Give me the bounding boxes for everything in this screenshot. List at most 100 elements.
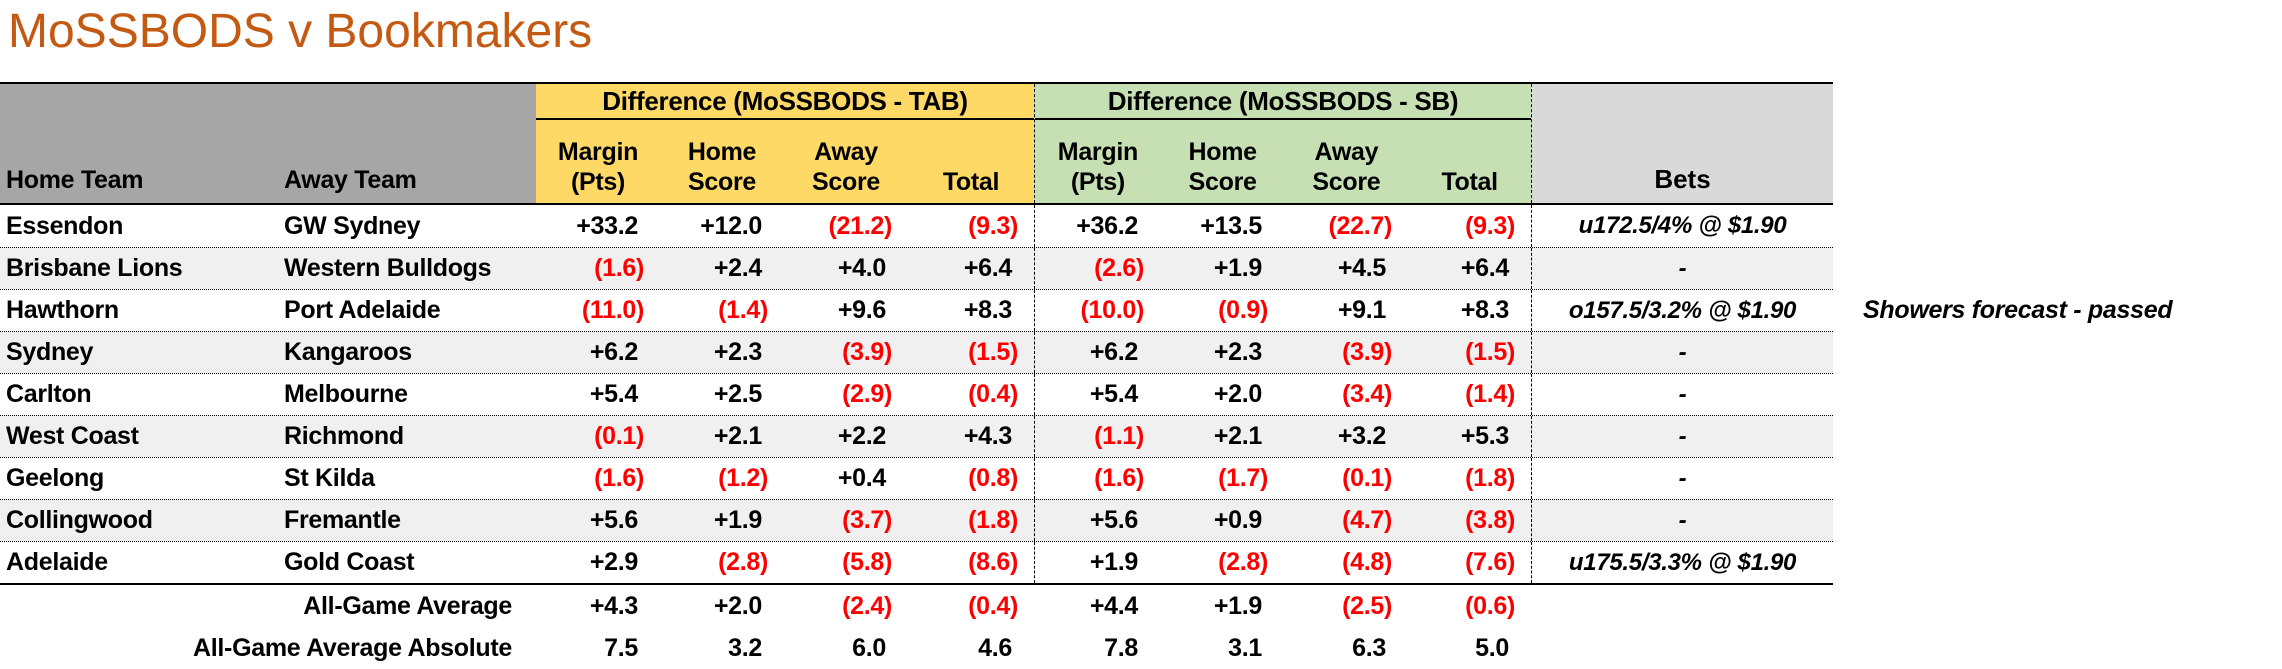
table-row-cells: Adelaide Gold Coast +2.9 (2.8) (5.8) (8.6) +1.… — [0, 541, 1833, 583]
away-team-cell: Kangaroos — [284, 338, 412, 366]
summary-row-label: All-Game Average — [303, 591, 512, 620]
sb-total-cell: (9.3) — [1465, 211, 1515, 240]
difference-sb-group: Difference (MoSSBODS - SB) Margin (Pts) … — [1034, 84, 1531, 203]
sb-margin-cell: (2.6) — [1034, 248, 1160, 289]
bet-cell: u172.5/4% @ $1.90 — [1531, 205, 1833, 247]
tab-margin-cell: (1.6) — [594, 464, 644, 492]
row-annotation — [1833, 205, 2282, 247]
summary-tab-margin-cell: +4.3 — [589, 591, 638, 620]
tab-away-label-line1: Away — [814, 138, 878, 166]
tab-away-score-column-header: Away Score — [784, 120, 908, 203]
tab-home-score-cell: +1.9 — [713, 506, 762, 534]
sb-home-label-line2: Score — [1188, 168, 1257, 196]
tab-home-score-cell: +2.3 — [713, 338, 762, 366]
sb-away-score-cell: +9.1 — [1337, 296, 1386, 324]
sb-away-score-cell: (0.1) — [1342, 464, 1392, 492]
summary-sb-total-cell: 5.0 — [1475, 633, 1509, 662]
bets-column-header: Bets — [1531, 84, 1833, 203]
tab-away-score-cell: +9.6 — [837, 296, 886, 324]
sb-away-score-cell: (4.7) — [1342, 506, 1392, 534]
sb-away-label-line2: Score — [1312, 168, 1381, 196]
table-row: Geelong St Kilda (1.6) (1.2) +0.4 (0.8) (1.6) (… — [0, 457, 2282, 499]
tab-home-score-cell: (1.2) — [718, 464, 768, 492]
sb-margin-cell: +36.2 — [1034, 205, 1160, 247]
row-annotation — [1833, 457, 2282, 499]
team-columns-header: Home Team Away Team — [0, 84, 536, 203]
tab-home-score-cell: (1.4) — [718, 296, 768, 324]
tab-total-cell: +6.4 — [963, 254, 1012, 282]
sb-home-score-cell: (2.8) — [1218, 548, 1268, 576]
summary-tab-away-score-cell: (2.4) — [842, 591, 892, 620]
table-row: Hawthorn Port Adelaide (11.0) (1.4) +9.6 +8.3… — [0, 289, 2282, 331]
tab-total-cell: +8.3 — [963, 296, 1012, 324]
away-team-cell: Port Adelaide — [284, 296, 441, 324]
results-table: Home Team Away Team Difference (MoSSBODS… — [0, 82, 2282, 669]
row-annotation — [1833, 247, 2282, 289]
tab-home-score-cell: +2.1 — [713, 422, 762, 450]
bet-cell: o157.5/3.2% @ $1.90 — [1531, 290, 1833, 331]
sb-home-score-cell: +2.3 — [1213, 338, 1262, 366]
sb-away-score-cell: (22.7) — [1328, 211, 1392, 240]
sb-margin-label-line2: (Pts) — [1070, 168, 1125, 196]
sb-home-score-cell: +0.9 — [1213, 506, 1262, 534]
home-team-cell: Carlton — [6, 380, 92, 408]
bet-cell: - — [1531, 500, 1833, 541]
sb-total-cell: (3.8) — [1465, 506, 1515, 534]
tab-away-score-cell: (2.9) — [842, 380, 892, 408]
sb-home-score-cell: (1.7) — [1218, 464, 1268, 492]
sb-margin-cell: +5.4 — [1034, 374, 1160, 415]
summary-sb-away-score-cell: 6.3 — [1352, 633, 1386, 662]
tab-away-score-cell: (3.7) — [842, 506, 892, 534]
tab-away-score-cell: +4.0 — [837, 254, 886, 282]
table-row-cells: West Coast Richmond (0.1) +2.1 +2.2 +4.3 (1.1)… — [0, 415, 1833, 457]
table-row-cells: Sydney Kangaroos +6.2 +2.3 (3.9) (1.5) +6.2 +2.… — [0, 331, 1833, 373]
sb-home-score-cell: +1.9 — [1213, 254, 1262, 282]
tab-margin-label-line1: Margin — [557, 138, 639, 166]
tab-margin-cell: (1.6) — [594, 254, 644, 282]
table-row-cells: Geelong St Kilda (1.6) (1.2) +0.4 (0.8) (1.6) (… — [0, 457, 1833, 499]
sb-total-cell: (1.5) — [1465, 338, 1515, 366]
summary-sb-total-cell: (0.6) — [1465, 591, 1515, 620]
home-team-cell: Hawthorn — [6, 296, 119, 324]
tab-total-cell: (9.3) — [968, 211, 1018, 240]
difference-tab-group-title: Difference (MoSSBODS - TAB) — [536, 84, 1034, 120]
summary-tab-total-cell: 4.6 — [978, 633, 1012, 662]
sb-away-score-cell: (3.9) — [1342, 338, 1392, 366]
summary-tab-margin-cell: 7.5 — [604, 633, 638, 662]
tab-home-score-cell: +2.4 — [713, 254, 762, 282]
sb-margin-cell: (1.6) — [1034, 458, 1160, 499]
home-team-column-header: Home Team — [6, 166, 144, 194]
table-row: Sydney Kangaroos +6.2 +2.3 (3.9) (1.5) +6.2 +2.… — [0, 331, 2282, 373]
tab-margin-cell: (0.1) — [594, 422, 644, 450]
summary-sb-margin-cell: 7.8 — [1104, 633, 1138, 662]
summary-sb-away-score-cell: (2.5) — [1342, 591, 1392, 620]
tab-home-score-cell: +12.0 — [700, 211, 762, 240]
tab-margin-cell: +6.2 — [589, 338, 638, 366]
sb-home-label-line1: Home — [1188, 138, 1257, 166]
tab-home-score-cell: (2.8) — [718, 548, 768, 576]
home-team-cell: West Coast — [6, 422, 139, 450]
sb-away-score-column-header: Away Score — [1285, 120, 1409, 203]
home-team-cell: Collingwood — [6, 506, 153, 534]
home-team-cell: Adelaide — [6, 548, 108, 576]
sb-margin-cell: (10.0) — [1034, 290, 1160, 331]
table-row: Essendon GW Sydney +33.2 +12.0 (21.2) (9.3) +3… — [0, 205, 2282, 247]
summary-tab-home-score-cell: +2.0 — [713, 591, 762, 620]
bet-cell: - — [1531, 416, 1833, 457]
tab-margin-cell: +2.9 — [589, 548, 638, 576]
tab-home-label-line1: Home — [687, 138, 757, 166]
tab-total-column-header: Total — [908, 120, 1034, 203]
sb-margin-label-line1: Margin — [1057, 138, 1138, 166]
tab-margin-cell: +5.4 — [589, 380, 638, 408]
away-team-cell: Fremantle — [284, 506, 401, 534]
home-team-cell: Essendon — [6, 211, 124, 240]
sb-total-cell: (7.6) — [1465, 548, 1515, 576]
table-row-cells: Collingwood Fremantle +5.6 +1.9 (3.7) (1.8) +5… — [0, 499, 1833, 541]
tab-total-cell: (0.8) — [968, 464, 1018, 492]
bet-cell: - — [1531, 332, 1833, 373]
tab-margin-cell: +33.2 — [576, 211, 638, 240]
row-annotation — [1833, 541, 2282, 583]
tab-home-score-column-header: Home Score — [660, 120, 784, 203]
away-team-cell: St Kilda — [284, 464, 375, 492]
tab-total-cell: (1.5) — [968, 338, 1018, 366]
